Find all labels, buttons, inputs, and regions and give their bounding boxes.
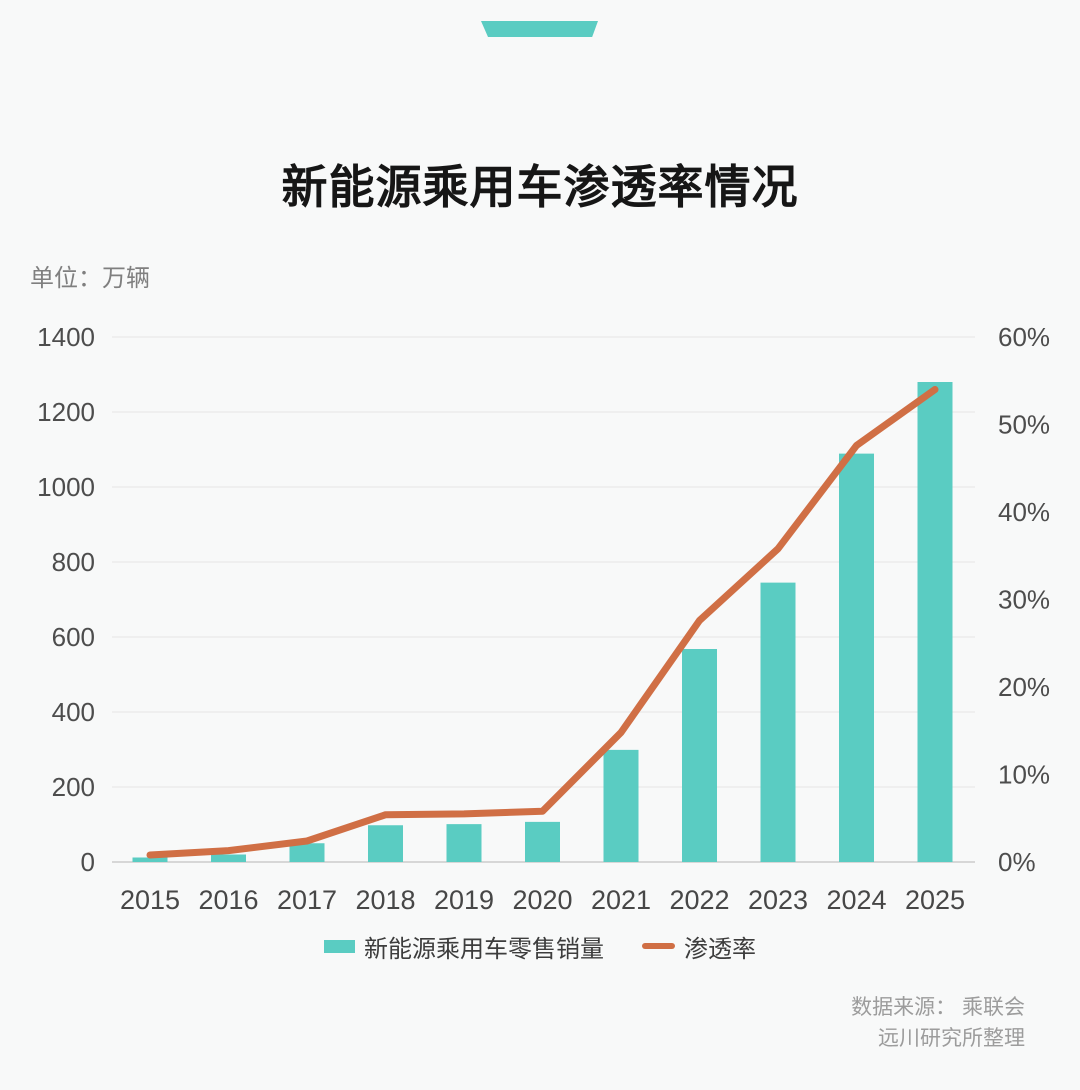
bar-2022 — [682, 649, 717, 862]
y-axis-right-tick: 30% — [998, 585, 1050, 615]
x-axis-label-2015: 2015 — [120, 885, 180, 915]
bar-2023 — [760, 582, 796, 862]
bar-2019 — [446, 824, 482, 862]
source-line-2: 远川研究所整理 — [878, 1027, 1025, 1050]
legend-label-sales: 新能源乘用车零售销量 — [364, 935, 604, 963]
y-axis-left-tick: 1200 — [37, 397, 95, 427]
bar-2017 — [289, 843, 325, 862]
y-axis-right-tick: 0% — [998, 847, 1036, 877]
x-axis-label-2020: 2020 — [512, 885, 572, 915]
y-axis-left-tick: 600 — [52, 622, 95, 652]
bar-2015 — [132, 857, 168, 862]
x-axis-label-2024: 2024 — [826, 885, 886, 915]
y-axis-right-tick: 50% — [998, 410, 1050, 440]
y-axis-left-tick: 800 — [52, 547, 95, 577]
bar-series-swatch — [324, 939, 355, 953]
x-axis-label-2023: 2023 — [748, 885, 808, 915]
y-axis-right-tick: 20% — [998, 672, 1050, 702]
y-axis-right-tick: 40% — [998, 497, 1050, 527]
legend-label-penetration: 渗透率 — [684, 935, 756, 963]
x-axis-label-2025: 2025 — [905, 885, 965, 915]
penetration-rate-line — [146, 386, 939, 859]
page-title: 新能源乘用车渗透率情况 — [281, 160, 799, 213]
y-axis-left-tick: 1000 — [37, 472, 95, 502]
data-source-note: 数据来源： 乘联会 远川研究所整理 — [851, 992, 1025, 1054]
x-axis-label-2019: 2019 — [434, 885, 494, 915]
source-line-1: 数据来源： 乘联会 — [851, 996, 1025, 1019]
y-axis-left-tick: 0 — [81, 847, 95, 877]
y-axis-left-tick: 400 — [52, 697, 95, 727]
bar-2020 — [525, 821, 560, 862]
y-axis-left-tick: 200 — [52, 772, 95, 802]
x-axis-label-2016: 2016 — [198, 885, 258, 915]
bar-2024 — [839, 453, 874, 862]
bar-2021 — [603, 749, 639, 862]
legend-item-penetration: 渗透率 — [642, 929, 756, 964]
y-axis-right-tick: 10% — [998, 760, 1050, 790]
x-axis-label-2021: 2021 — [591, 885, 651, 915]
line-series-swatch — [642, 943, 675, 949]
top-accent-ribbon — [481, 21, 598, 37]
chart-legend: 新能源乘用车零售销量 渗透率 — [0, 926, 1080, 966]
legend-item-sales: 新能源乘用车零售销量 — [324, 929, 604, 964]
bar-2025 — [917, 382, 953, 862]
x-axis-label-2017: 2017 — [277, 885, 337, 915]
y-axis-right-tick: 60% — [998, 322, 1050, 352]
bar-2016 — [211, 854, 246, 862]
x-axis-label-2022: 2022 — [669, 885, 729, 915]
bar-2018 — [368, 825, 403, 862]
y-axis-left-tick: 1400 — [37, 322, 95, 352]
unit-label: 单位：万辆 — [30, 265, 150, 292]
x-axis-label-2018: 2018 — [355, 885, 415, 915]
